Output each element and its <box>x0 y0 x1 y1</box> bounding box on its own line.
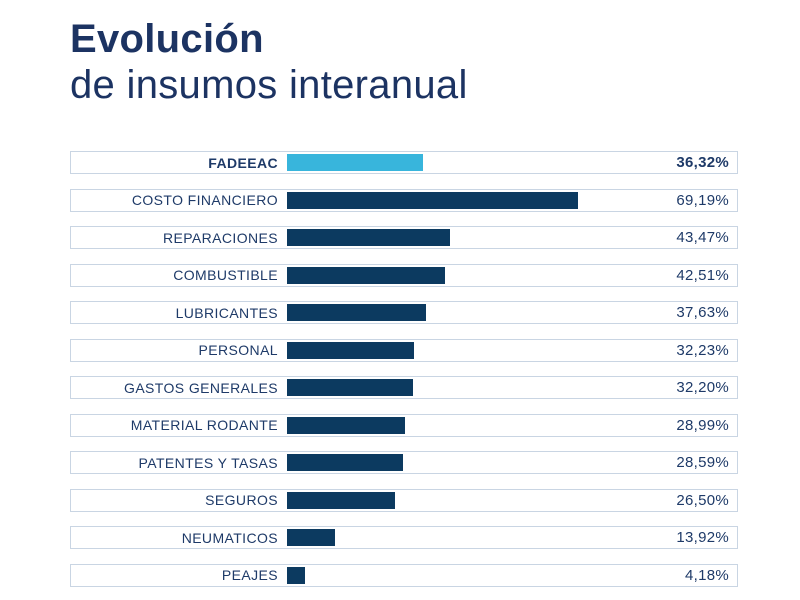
row-value: 28,99% <box>676 416 729 434</box>
chart-row: COSTO FINANCIERO 69,19% <box>70 188 738 212</box>
row-bar <box>287 566 305 584</box>
chart-row: MATERIAL RODANTE 28,99% <box>70 413 738 437</box>
row-label: FADEEAC <box>208 154 278 171</box>
chart-title-line1: Evolución <box>70 17 264 61</box>
chart-row: REPARACIONES 43,47% <box>70 226 738 249</box>
row-bar <box>287 154 423 171</box>
row-bar <box>287 529 335 546</box>
chart-row: PERSONAL 32,23% <box>70 338 738 362</box>
row-bar <box>287 266 445 284</box>
row-value: 36,32% <box>676 154 729 171</box>
chart-title-line2: de insumos interanual <box>70 63 468 107</box>
row-bar <box>287 304 426 321</box>
row-label: PEAJES <box>221 567 278 583</box>
row-value: 28,59% <box>676 454 729 471</box>
chart-row: COMBUSTIBLE 42,51% <box>70 263 738 287</box>
row-value: 43,47% <box>676 229 729 246</box>
chart-row: SEGUROS 26,50% <box>70 488 738 512</box>
row-bar <box>287 341 414 359</box>
row-label: NEUMATICOS <box>181 529 278 546</box>
row-label: COSTO FINANCIERO <box>131 192 278 208</box>
row-value: 37,63% <box>676 304 729 321</box>
chart-title: Evolución de insumos interanual <box>70 16 468 108</box>
row-bar <box>287 454 403 471</box>
chart-row: NEUMATICOS 13,92% <box>70 526 738 549</box>
row-bar <box>287 229 450 246</box>
row-label: MATERIAL RODANTE <box>130 417 278 433</box>
row-value: 13,92% <box>676 529 729 546</box>
row-value: 32,20% <box>676 379 729 396</box>
chart-row: PATENTES Y TASAS 28,59% <box>70 451 738 474</box>
chart-row: PEAJES 4,18% <box>70 563 738 587</box>
chart-row: LUBRICANTES 37,63% <box>70 301 738 324</box>
row-value: 69,19% <box>676 191 729 209</box>
row-bar <box>287 379 413 396</box>
chart-row: GASTOS GENERALES 32,20% <box>70 376 738 399</box>
row-label: PERSONAL <box>198 342 278 358</box>
row-bar <box>287 191 578 209</box>
row-value: 42,51% <box>676 266 729 284</box>
row-bar <box>287 416 405 434</box>
chart-row: FADEEAC 36,32% <box>70 151 738 174</box>
row-value: 26,50% <box>676 491 729 509</box>
row-label: LUBRICANTES <box>175 304 278 321</box>
row-label: PATENTES Y TASAS <box>138 454 278 471</box>
row-value: 4,18% <box>684 566 729 584</box>
row-label: REPARACIONES <box>162 229 278 246</box>
row-label: GASTOS GENERALES <box>124 379 278 396</box>
row-value: 32,23% <box>676 341 729 359</box>
row-label: SEGUROS <box>205 492 278 508</box>
row-bar <box>287 491 395 509</box>
bar-chart: FADEEAC 36,32% COSTO FINANCIERO 69,19% R… <box>70 151 738 587</box>
row-label: COMBUSTIBLE <box>173 267 278 283</box>
